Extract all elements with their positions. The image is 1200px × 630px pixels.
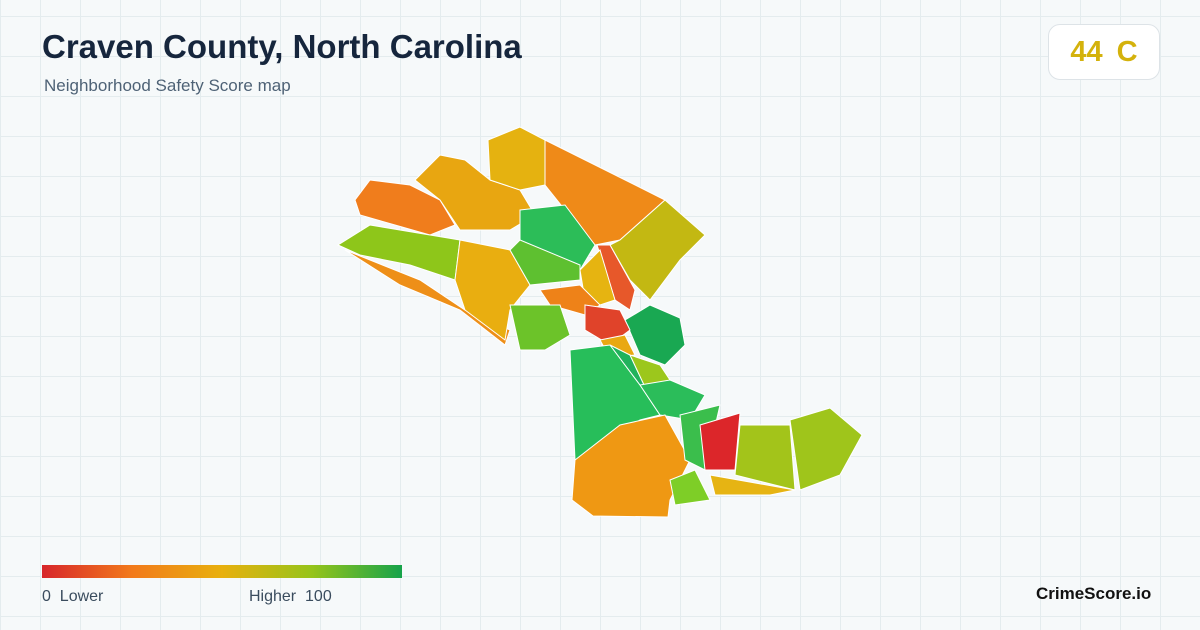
region xyxy=(639,379,706,421)
region xyxy=(624,304,686,366)
region xyxy=(344,249,511,346)
legend-min-value: 0 xyxy=(42,588,51,605)
region xyxy=(669,469,711,506)
region xyxy=(789,407,863,491)
brand: CrimeScore.io xyxy=(1036,584,1152,603)
legend-gradient xyxy=(42,565,402,578)
region xyxy=(609,199,706,301)
legend-min-label: Lower xyxy=(59,588,104,605)
score-grade: C xyxy=(1116,35,1138,68)
region xyxy=(354,179,456,236)
legend-max-label: Higher xyxy=(249,588,297,605)
legend-min: 0 Lower xyxy=(42,588,103,606)
region xyxy=(487,126,546,191)
region xyxy=(571,414,691,518)
region xyxy=(509,304,571,351)
title: Craven County, North Carolina xyxy=(42,28,522,65)
legend-max: Higher 100 xyxy=(249,588,332,606)
region xyxy=(509,239,581,286)
region xyxy=(414,154,536,231)
region xyxy=(734,424,796,491)
score-badge: 44 C xyxy=(1048,24,1160,80)
region xyxy=(709,474,796,496)
subtitle: Neighborhood Safety Score map xyxy=(44,76,291,95)
score-value: 44 xyxy=(1070,35,1103,68)
legend-max-value: 100 xyxy=(305,588,332,605)
